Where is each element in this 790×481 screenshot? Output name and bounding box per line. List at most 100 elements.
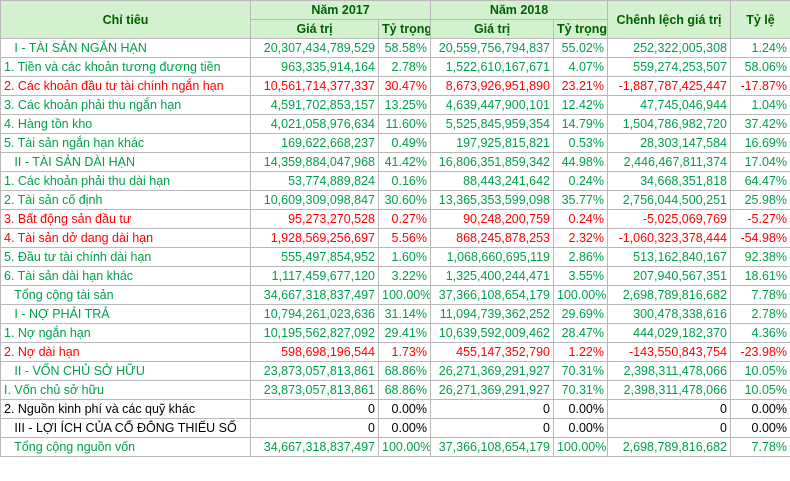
row-label: II - TÀI SẢN DÀI HẠN xyxy=(0,152,251,172)
value-cell: 13.25% xyxy=(378,95,431,115)
table-row: II - VỐN CHỦ SỞ HỮU 23,873,057,813,861 68.… xyxy=(0,361,790,381)
table-row: 5. Tài sản ngắn hạn khác 169,622,668,237 0… xyxy=(0,133,790,153)
value-cell: 0.00% xyxy=(553,418,608,438)
value-cell: 23.21% xyxy=(553,76,608,96)
value-cell: 0.53% xyxy=(553,133,608,153)
value-cell: 95,273,270,528 xyxy=(250,209,379,229)
value-cell: 68.86% xyxy=(378,380,431,400)
value-cell: -1,060,323,378,444 xyxy=(607,228,731,248)
row-label: 1. Nợ ngắn hạn xyxy=(0,323,251,343)
row-label: 3. Bất động sản đầu tư xyxy=(0,209,251,229)
table-row: 2. Nợ dài hạn 598,698,196,544 1.73% 455,147… xyxy=(0,342,790,362)
value-cell: 18.61% xyxy=(730,266,790,286)
value-cell: 7.78% xyxy=(730,437,790,457)
table-row: 6. Tài sản dài hạn khác 1,117,459,677,120… xyxy=(0,266,790,286)
header-cell: Tỷ lệ xyxy=(730,0,790,39)
value-cell: 14,359,884,047,968 xyxy=(250,152,379,172)
value-cell: 0.24% xyxy=(553,209,608,229)
header-cell: Chênh lệch giá trị xyxy=(607,0,731,39)
value-cell: 0 xyxy=(607,418,731,438)
value-cell: 70.31% xyxy=(553,380,608,400)
table-header: Chỉ tiêu Năm 2017 Năm 2018 Chênh lệch gi… xyxy=(0,0,790,39)
row-label: I. Vốn chủ sở hữu xyxy=(0,380,251,400)
value-cell: 10,195,562,827,092 xyxy=(250,323,379,343)
value-cell: 26,271,369,291,927 xyxy=(430,361,554,381)
value-cell: 30.60% xyxy=(378,190,431,210)
value-cell: 4,639,447,900,101 xyxy=(430,95,554,115)
value-cell: 28.47% xyxy=(553,323,608,343)
value-cell: 963,335,914,164 xyxy=(250,57,379,77)
value-cell: -23.98% xyxy=(730,342,790,362)
value-cell: 11.60% xyxy=(378,114,431,134)
value-cell: -1,887,787,425,447 xyxy=(607,76,731,96)
value-cell: 0.00% xyxy=(730,418,790,438)
row-label: 2. Các khoản đầu tư tài chính ngắn hạn xyxy=(0,76,251,96)
value-cell: 2,398,311,478,066 xyxy=(607,361,731,381)
row-label: 1. Các khoản phải thu dài hạn xyxy=(0,171,251,191)
row-label: 2. Tài sản cố định xyxy=(0,190,251,210)
value-cell: 2,398,311,478,066 xyxy=(607,380,731,400)
value-cell: 100.00% xyxy=(378,437,431,457)
value-cell: 0 xyxy=(250,399,379,419)
value-cell: 90,248,200,759 xyxy=(430,209,554,229)
value-cell: 58.06% xyxy=(730,57,790,77)
value-cell: 2,698,789,816,682 xyxy=(607,285,731,305)
value-cell: 2,698,789,816,682 xyxy=(607,437,731,457)
header-cell: Chỉ tiêu xyxy=(0,0,251,39)
value-cell: 1.04% xyxy=(730,95,790,115)
value-cell: 0.00% xyxy=(378,418,431,438)
value-cell: 2.32% xyxy=(553,228,608,248)
value-cell: 4.36% xyxy=(730,323,790,343)
row-label: 5. Tài sản ngắn hạn khác xyxy=(0,133,251,153)
financial-table: Chỉ tiêu Năm 2017 Năm 2018 Chênh lệch gi… xyxy=(0,0,790,457)
row-label: 2. Nợ dài hạn xyxy=(0,342,251,362)
table-row: 1. Các khoản phải thu dài hạn 53,774,889,… xyxy=(0,171,790,191)
table-row: I. Vốn chủ sở hữu 23,873,057,813,861 68.86… xyxy=(0,380,790,400)
value-cell: 10,561,714,377,337 xyxy=(250,76,379,96)
row-label: 5. Đầu tư tài chính dài hạn xyxy=(0,247,251,267)
value-cell: 1,522,610,167,671 xyxy=(430,57,554,77)
row-label: 3. Các khoản phải thu ngắn hạn xyxy=(0,95,251,115)
value-cell: 1,928,569,256,697 xyxy=(250,228,379,248)
table-row: 3. Bất động sản đầu tư 95,273,270,528 0.27… xyxy=(0,209,790,229)
header-cell: Giá trị xyxy=(430,19,554,39)
value-cell: 26,271,369,291,927 xyxy=(430,380,554,400)
value-cell: 31.14% xyxy=(378,304,431,324)
value-cell: 100.00% xyxy=(553,285,608,305)
row-label: 2. Nguồn kinh phí và các quỹ khác xyxy=(0,399,251,419)
value-cell: 4.07% xyxy=(553,57,608,77)
value-cell: 2,446,467,811,374 xyxy=(607,152,731,172)
value-cell: 207,940,567,351 xyxy=(607,266,731,286)
header-cell: Tỷ trọng xyxy=(378,19,431,39)
value-cell: 1.73% xyxy=(378,342,431,362)
table-row: I - TÀI SẢN NGẮN HẠN 20,307,434,789,529 58… xyxy=(0,38,790,58)
row-label: I - TÀI SẢN NGẮN HẠN xyxy=(0,38,251,58)
value-cell: 2.78% xyxy=(730,304,790,324)
value-cell: 10,609,309,098,847 xyxy=(250,190,379,210)
value-cell: 37.42% xyxy=(730,114,790,134)
value-cell: 1.60% xyxy=(378,247,431,267)
row-label: 4. Tài sản dở dang dài hạn xyxy=(0,228,251,248)
value-cell: -143,550,843,754 xyxy=(607,342,731,362)
value-cell: 92.38% xyxy=(730,247,790,267)
value-cell: 0.00% xyxy=(378,399,431,419)
value-cell: 11,094,739,362,252 xyxy=(430,304,554,324)
value-cell: 16,806,351,859,342 xyxy=(430,152,554,172)
value-cell: 25.98% xyxy=(730,190,790,210)
table-body: I - TÀI SẢN NGẮN HẠN 20,307,434,789,529 58… xyxy=(0,38,790,457)
table-row: I - NỢ PHẢI TRẢ 10,794,261,023,636 31.14% 1… xyxy=(0,304,790,324)
value-cell: -54.98% xyxy=(730,228,790,248)
row-label: I - NỢ PHẢI TRẢ xyxy=(0,304,251,324)
value-cell: 100.00% xyxy=(553,437,608,457)
value-cell: 88,443,241,642 xyxy=(430,171,554,191)
value-cell: 20,559,756,794,837 xyxy=(430,38,554,58)
value-cell: 29.69% xyxy=(553,304,608,324)
value-cell: 14.79% xyxy=(553,114,608,134)
value-cell: 0 xyxy=(430,418,554,438)
value-cell: 17.04% xyxy=(730,152,790,172)
header-cell: Năm 2018 xyxy=(430,0,608,20)
value-cell: 0.00% xyxy=(730,399,790,419)
table-row: 2. Tài sản cố định 10,609,309,098,847 30.6… xyxy=(0,190,790,210)
value-cell: 598,698,196,544 xyxy=(250,342,379,362)
